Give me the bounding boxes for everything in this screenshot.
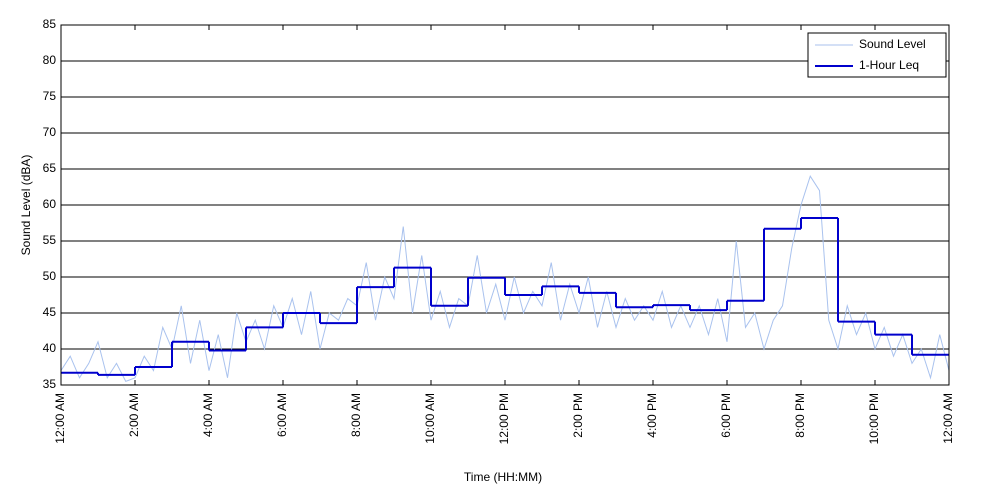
x-tick-label: 4:00 AM — [201, 393, 215, 437]
x-tick-label: 12:00 AM — [53, 393, 67, 444]
x-tick-label: 12:00 PM — [497, 393, 511, 444]
y-tick-label: 80 — [43, 53, 57, 67]
legend-label: 1-Hour Leq — [859, 58, 919, 72]
x-tick-label: 8:00 AM — [349, 393, 363, 437]
x-axis-label: Time (HH:MM) — [464, 470, 542, 484]
y-axis-label: Sound Level (dBA) — [19, 155, 33, 256]
x-tick-label: 4:00 PM — [645, 393, 659, 438]
legend-label: Sound Level — [859, 37, 926, 51]
x-tick-label: 10:00 PM — [867, 393, 881, 444]
y-tick-label: 70 — [43, 125, 57, 139]
x-tick-label: 8:00 PM — [793, 393, 807, 438]
x-tick-label: 10:00 AM — [423, 393, 437, 444]
x-tick-label: 12:00 AM — [941, 393, 955, 444]
x-tick-label: 6:00 AM — [275, 393, 289, 437]
x-tick-label: 2:00 AM — [127, 393, 141, 437]
y-tick-label: 40 — [43, 341, 57, 355]
x-tick-label: 6:00 PM — [719, 393, 733, 438]
y-tick-label: 60 — [43, 197, 57, 211]
y-tick-label: 55 — [43, 233, 57, 247]
y-tick-label: 85 — [43, 17, 57, 31]
y-tick-label: 75 — [43, 89, 57, 103]
legend-box — [807, 32, 947, 78]
x-tick-label: 2:00 PM — [571, 393, 585, 438]
y-tick-label: 35 — [43, 377, 57, 391]
sound-level-line — [60, 175, 950, 383]
plot-frame — [60, 24, 950, 386]
y-tick-label: 65 — [43, 161, 57, 175]
y-tick-label: 50 — [43, 269, 57, 283]
y-tick-label: 45 — [43, 305, 57, 319]
